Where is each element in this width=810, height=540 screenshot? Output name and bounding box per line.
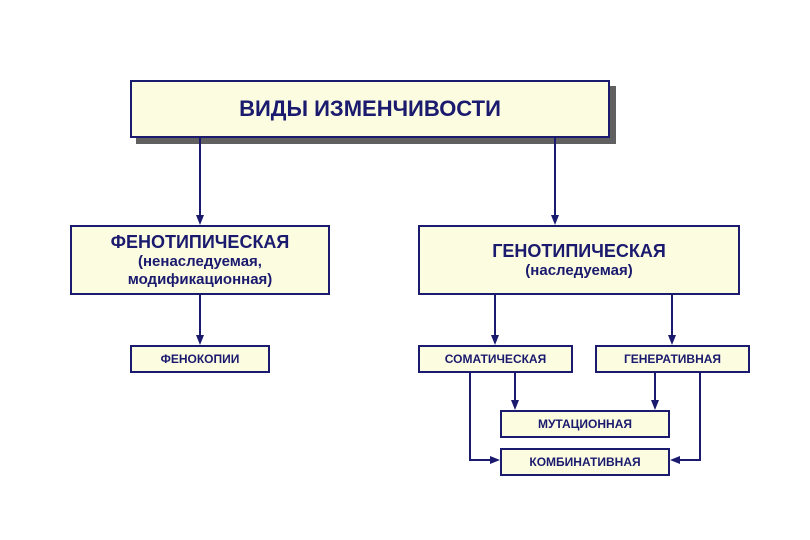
combinative-box: КОМБИНАТИВНАЯ [500,448,670,476]
edge-generative-combinative [675,373,700,460]
combinative-label: КОМБИНАТИВНАЯ [529,455,640,469]
mutation-box: МУТАЦИОННАЯ [500,410,670,438]
mutation-label: МУТАЦИОННАЯ [538,417,632,431]
edge-somatic-combinative [470,373,495,460]
generative-box: ГЕНЕРАТИВНАЯ [595,345,750,373]
pheno-title: ФЕНОТИПИЧЕСКАЯ [111,232,290,253]
geno-box: ГЕНОТИПИЧЕСКАЯ (наследуемая) [418,225,740,295]
somatic-box: СОМАТИЧЕСКАЯ [418,345,573,373]
geno-subtitle: (наследуемая) [525,262,632,279]
pheno-box: ФЕНОТИПИЧЕСКАЯ (ненаследуемая, модификац… [70,225,330,295]
phenocop-box: ФЕНОКОПИИ [130,345,270,373]
pheno-subtitle: (ненаследуемая, модификационная) [72,253,328,289]
root-label: ВИДЫ ИЗМЕНЧИВОСТИ [239,96,501,122]
phenocop-label: ФЕНОКОПИИ [161,352,240,366]
root-box: ВИДЫ ИЗМЕНЧИВОСТИ [130,80,610,138]
somatic-label: СОМАТИЧЕСКАЯ [445,352,546,366]
generative-label: ГЕНЕРАТИВНАЯ [624,352,721,366]
geno-title: ГЕНОТИПИЧЕСКАЯ [492,241,666,262]
